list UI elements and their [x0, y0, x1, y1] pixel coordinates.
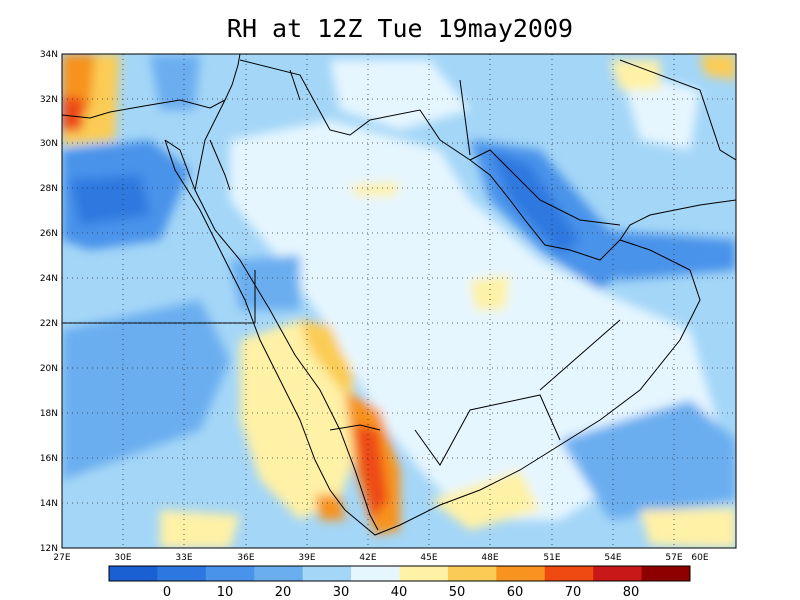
- lat-label: 24N: [40, 274, 58, 284]
- lon-label: 39E: [298, 553, 315, 563]
- longitude-labels: 27E 30E 33E 36E 39E 42E 45E 48E 51E 54E …: [53, 553, 708, 563]
- colorbar-swatch: [157, 566, 207, 581]
- lon-label: 42E: [359, 553, 376, 563]
- colorbar-border: [108, 565, 691, 582]
- colorbar-label: 60: [507, 585, 524, 600]
- lon-label: 48E: [481, 553, 498, 563]
- colorbar-label: 70: [565, 585, 582, 600]
- lat-label: 22N: [40, 319, 58, 329]
- coastlines-borders: [62, 54, 736, 536]
- colorbar-swatch: [399, 566, 449, 581]
- colorbar-swatch: [544, 566, 594, 581]
- colorbar-swatch: [351, 566, 400, 581]
- colorbar-swatch: [496, 566, 546, 581]
- lat-label: 28N: [40, 184, 58, 194]
- lon-label: 57E: [665, 553, 682, 563]
- colorbar-label: 20: [275, 585, 292, 600]
- colorbar-swatch: [447, 566, 497, 581]
- lat-label: 20N: [40, 364, 58, 374]
- colorbar-swatch: [641, 566, 691, 581]
- lon-label: 27E: [53, 553, 70, 563]
- lat-label: 34N: [40, 50, 58, 60]
- lat-label: 26N: [40, 229, 58, 239]
- colorbar-labels: 0 10 20 30 40 50 60 70 80: [163, 585, 639, 600]
- map-frame: [61, 53, 737, 549]
- colorbar-swatch: [254, 566, 304, 581]
- lon-label: 36E: [237, 553, 254, 563]
- lat-label: 12N: [40, 544, 58, 554]
- lon-label: 51E: [543, 553, 560, 563]
- colorbar-swatch: [205, 566, 255, 581]
- lat-label: 18N: [40, 409, 58, 419]
- lon-label: 60E: [691, 553, 708, 563]
- latitude-labels: 12N 14N 16N 18N 20N 22N 24N 26N 28N 30N …: [40, 50, 58, 554]
- colorbar-swatch: [302, 566, 352, 581]
- lat-label: 16N: [40, 454, 58, 464]
- colorbar: [108, 565, 691, 582]
- colorbar-swatch: [593, 566, 643, 581]
- colorbar-label: 30: [333, 585, 350, 600]
- rh-shaded-field: [62, 54, 736, 548]
- colorbar-swatch: [109, 566, 158, 581]
- lon-label: 33E: [175, 553, 192, 563]
- lon-label: 45E: [420, 553, 437, 563]
- lat-label: 32N: [40, 95, 58, 105]
- colorbar-label: 10: [217, 585, 234, 600]
- colorbar-label: 50: [449, 585, 466, 600]
- map-title: RH at 12Z Tue 19may2009: [226, 14, 574, 43]
- colorbar-label: 80: [623, 585, 640, 600]
- lat-label: 14N: [40, 499, 58, 509]
- colorbar-label: 40: [391, 585, 408, 600]
- lon-label: 54E: [604, 553, 621, 563]
- lon-label: 30E: [114, 553, 131, 563]
- colorbar-label: 0: [163, 585, 171, 600]
- lat-label: 30N: [40, 139, 58, 149]
